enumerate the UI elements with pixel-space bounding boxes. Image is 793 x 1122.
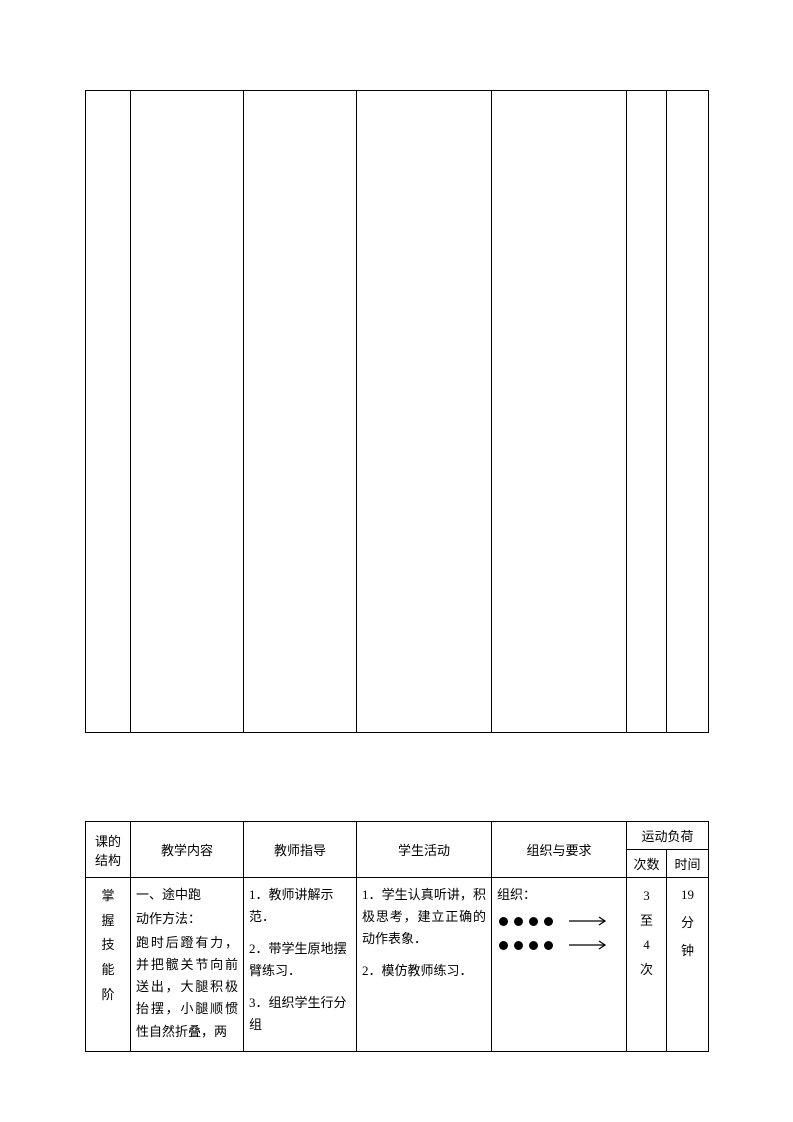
count-value: 3至4次 [640,884,653,983]
dot-icon [514,941,523,950]
cell-time: 19 分 钟 [667,878,709,1052]
cell-student: 1．学生认真听讲，积极思考，建立正确的动作表象． 2．模仿教师练习． [357,878,492,1052]
cell-empty [667,91,709,733]
table-header-row: 课的 结构 教学内容 教师指导 学生活动 组织与要求 运动负荷 [86,822,709,850]
header-structure-l1: 课的 [95,834,121,849]
teacher-line: 1．教师讲解示范． [249,884,351,928]
cell-empty [86,91,131,733]
content-line: 动作方法： [136,908,238,930]
formation-row-1 [499,916,621,926]
org-label: 组织： [497,884,621,906]
structure-phase-label: 掌握技能阶 [102,884,115,1007]
student-line: 1．学生认真听讲，积极思考，建立正确的动作表象． [362,884,486,950]
teacher-line: 2．带学生原地摆臂练习． [249,938,351,982]
cell-empty [244,91,357,733]
time-value-num: 19 [672,884,703,906]
header-student: 学生活动 [357,822,492,878]
header-time: 时间 [667,850,709,878]
header-org: 组织与要求 [492,822,627,878]
cell-empty [131,91,244,733]
content-line: 跑时后蹬有力，并把髋关节向前送出，大腿积极抬摆，小腿顺惯性自然折叠，两 [136,932,238,1042]
dot-icon [499,917,508,926]
content-line: 一、途中跑 [136,884,238,906]
table-row [86,91,709,733]
cell-organization: 组织： [492,878,627,1052]
arrow-right-icon [569,940,613,950]
cell-content: 一、途中跑 动作方法： 跑时后蹬有力，并把髋关节向前送出，大腿积极抬摆，小腿顺惯… [131,878,244,1052]
header-structure: 课的 结构 [86,822,131,878]
header-structure-l2: 结构 [95,853,121,868]
cell-teacher: 1．教师讲解示范． 2．带学生原地摆臂练习． 3．组织学生行分组 [244,878,357,1052]
dot-icon [544,941,553,950]
time-unit-min: 分 [672,912,703,934]
time-unit-zhong: 钟 [672,940,703,962]
dot-icon [544,917,553,926]
table-lesson-plan: 课的 结构 教学内容 教师指导 学生活动 组织与要求 运动负荷 次数 时间 掌握… [85,821,709,1052]
teacher-line: 3．组织学生行分组 [249,992,351,1036]
page: 课的 结构 教学内容 教师指导 学生活动 组织与要求 运动负荷 次数 时间 掌握… [0,0,793,1122]
dot-icon [499,941,508,950]
dot-icon [529,917,538,926]
cell-empty [357,91,492,733]
dot-icon [514,917,523,926]
table-top-empty [85,90,709,733]
dot-icon [529,941,538,950]
formation-row-2 [499,940,621,950]
header-content: 教学内容 [131,822,244,878]
header-load: 运动负荷 [627,822,709,850]
header-count: 次数 [627,850,667,878]
student-line: 2．模仿教师练习． [362,960,486,982]
cell-empty [627,91,667,733]
cell-count: 3至4次 [627,878,667,1052]
header-teacher: 教师指导 [244,822,357,878]
arrow-right-icon [569,916,613,926]
table-row: 掌握技能阶 一、途中跑 动作方法： 跑时后蹬有力，并把髋关节向前送出，大腿积极抬… [86,878,709,1052]
cell-structure: 掌握技能阶 [86,878,131,1052]
cell-empty [492,91,627,733]
